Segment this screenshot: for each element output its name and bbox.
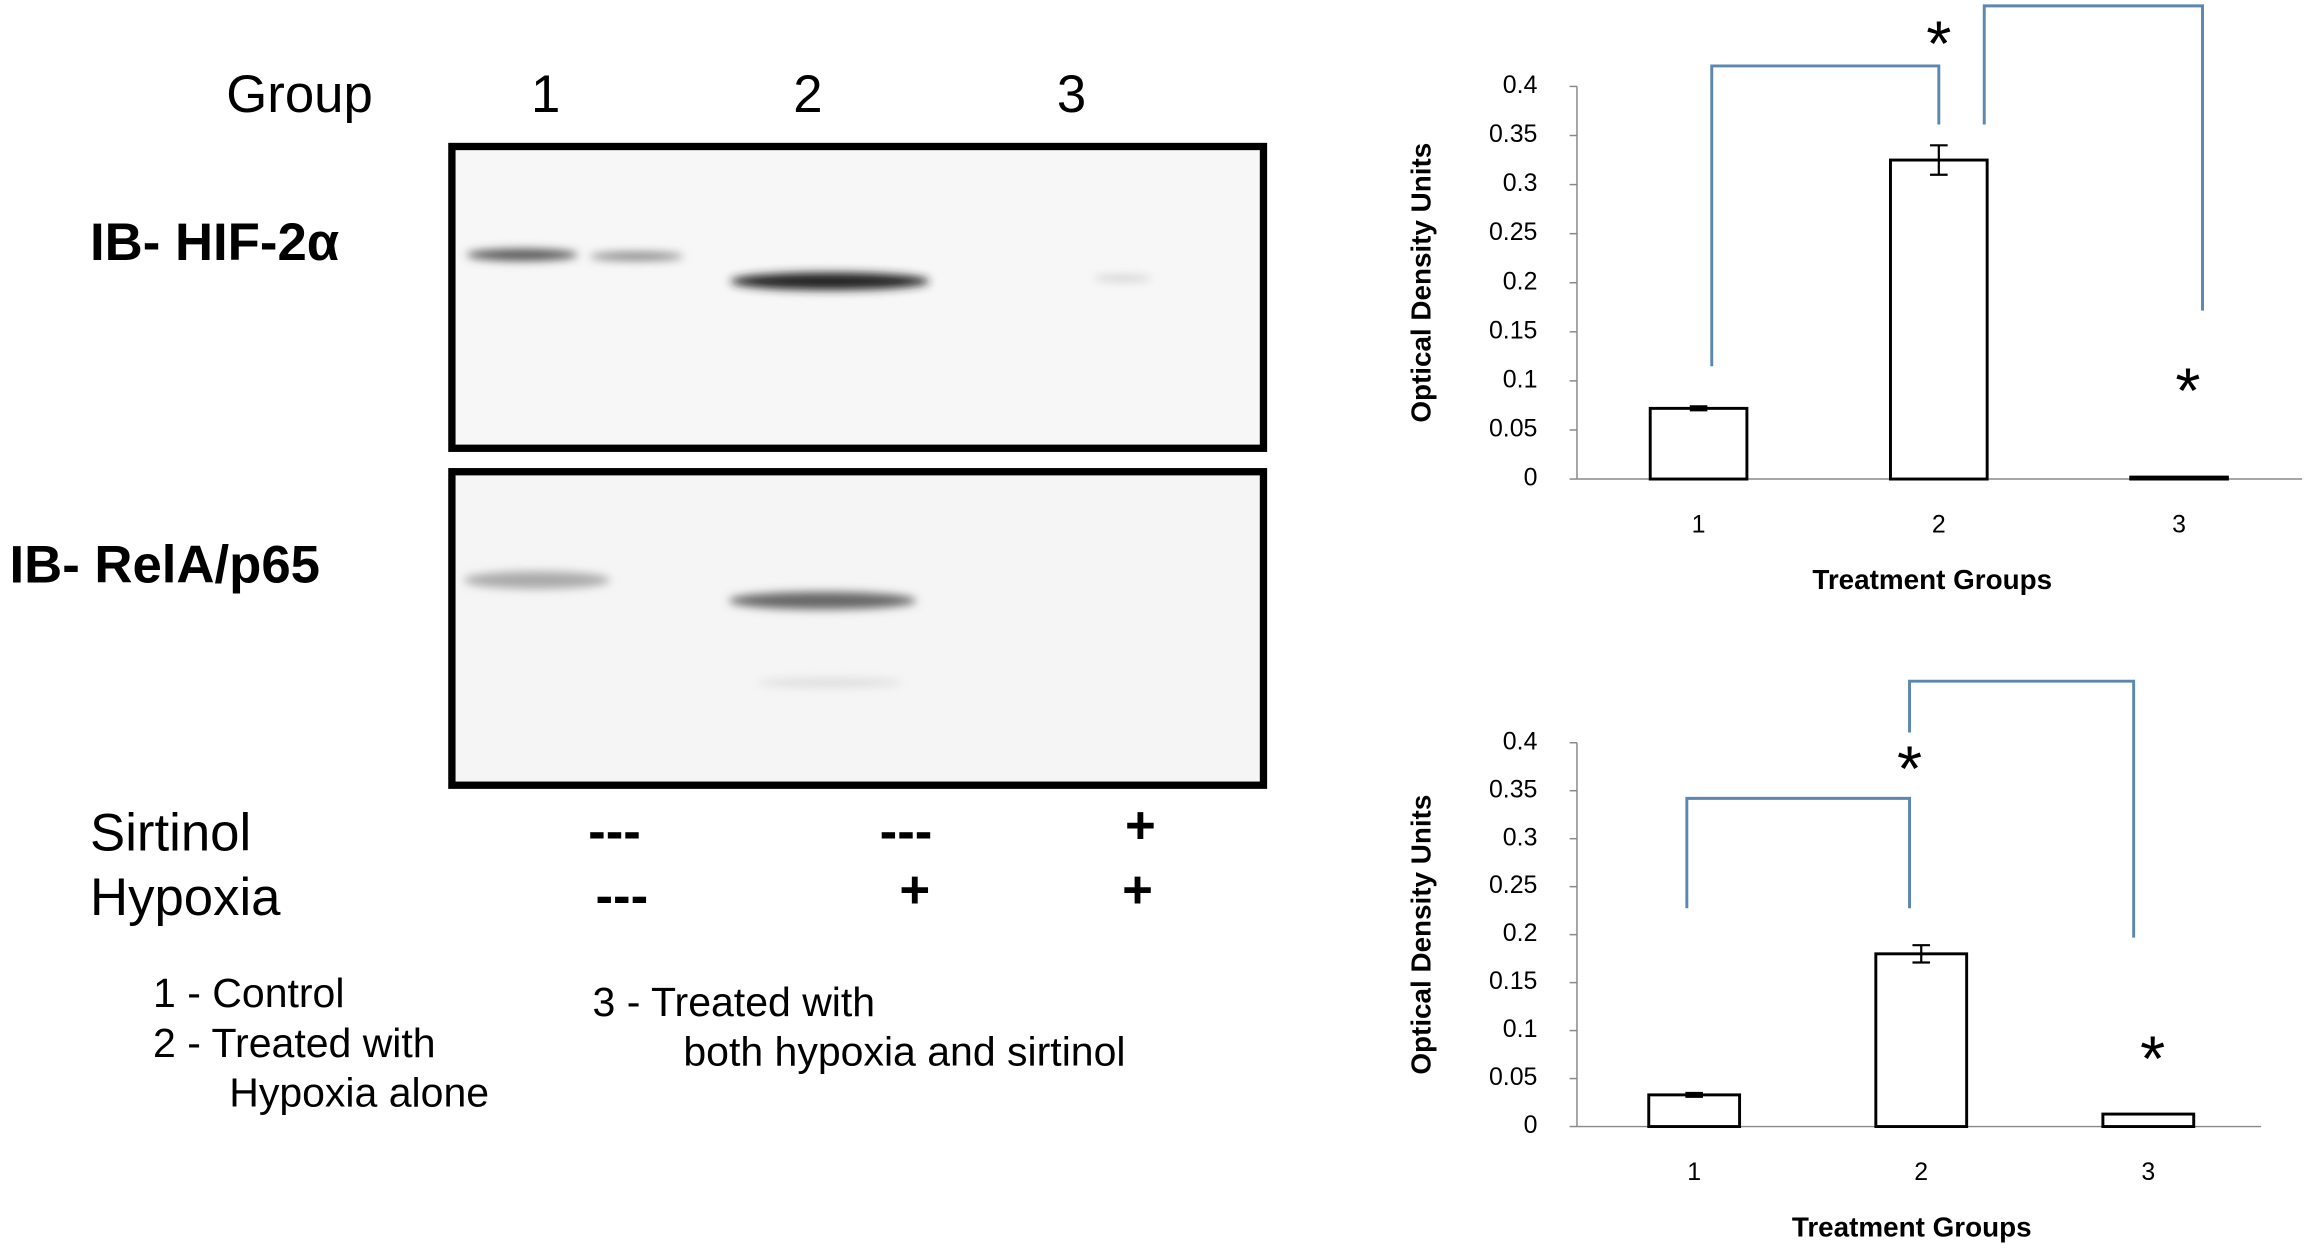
blot-panel — [448, 142, 1268, 452]
y-tick-label: 0.15 — [1489, 967, 1537, 995]
significance-star: * — [2140, 1023, 2165, 1095]
treatment-mark: + — [1125, 796, 1156, 855]
x-tick-label: 1 — [1692, 510, 1706, 538]
y-tick-label: 0.1 — [1503, 1015, 1538, 1043]
y-tick-label: 0.3 — [1503, 823, 1538, 851]
legend-text: both hypoxia and sirtinol — [683, 1029, 1125, 1075]
group-number: 2 — [793, 65, 822, 124]
y-tick-label: 0.1 — [1503, 365, 1538, 393]
y-tick-label: 0.4 — [1503, 71, 1538, 99]
error-bar — [1930, 144, 1948, 176]
y-tick-label: 0.35 — [1489, 120, 1537, 148]
group-label: Group — [226, 65, 373, 124]
group-number: 3 — [1057, 65, 1086, 124]
y-tick-label: 0 — [1524, 464, 1538, 492]
x-tick-label: 3 — [2172, 510, 2186, 538]
y-tick-label: 0.35 — [1489, 775, 1537, 803]
row-label: IB- RelA/p65 — [9, 535, 320, 594]
y-tick-label: 0.25 — [1489, 871, 1537, 899]
treatment-mark: + — [899, 861, 930, 920]
y-tick-label: 0.2 — [1503, 919, 1538, 947]
bar — [2101, 1112, 2196, 1129]
row-label: IB- HIF-2α — [90, 213, 339, 272]
y-tick-label: 0.3 — [1503, 169, 1538, 197]
x-tick-label: 2 — [1932, 510, 1946, 538]
error-bar — [1912, 944, 1931, 964]
x-tick-label: 1 — [1687, 1158, 1701, 1186]
y-tick-label: 0.15 — [1489, 316, 1537, 344]
y-axis-label: Optical Density Units — [1406, 795, 1437, 1075]
treatment-mark: --- — [880, 802, 933, 861]
significance-star: * — [2175, 355, 2200, 427]
y-axis-label: Optical Density Units — [1406, 143, 1437, 423]
x-tick-label: 3 — [2141, 1158, 2155, 1186]
significance-star: * — [1897, 733, 1922, 805]
legend-text: 1 - Control — [153, 970, 344, 1016]
y-tick-label: 0.05 — [1489, 1063, 1537, 1091]
treatment-mark: --- — [595, 866, 648, 925]
significance-bracket — [1685, 4, 2204, 938]
error-bar — [1689, 405, 1708, 412]
y-tick-label: 0.25 — [1489, 218, 1537, 246]
error-bar — [1685, 1091, 1703, 1098]
x-axis-label: Treatment Groups — [1812, 564, 2052, 595]
y-tick-label: 0.05 — [1489, 415, 1537, 443]
significance-star: * — [1926, 7, 1951, 79]
y-tick-label: 0.4 — [1503, 727, 1538, 755]
treatment-mark: + — [1122, 861, 1153, 920]
treatment-mark: --- — [588, 802, 641, 861]
legend-text: 2 - Treated with — [153, 1020, 436, 1066]
group-number: 1 — [531, 65, 560, 124]
y-tick-label: 0.2 — [1503, 267, 1538, 295]
legend-text: 3 - Treated with — [593, 979, 876, 1025]
legend-text: Hypoxia alone — [229, 1070, 489, 1116]
blot-panel — [448, 468, 1268, 789]
bar — [1874, 952, 1969, 1129]
bar — [1889, 158, 1989, 481]
treatment-name: Sirtinol — [90, 803, 251, 862]
blot-bands — [463, 249, 1153, 688]
bar — [1647, 1093, 1742, 1129]
x-axis-label: Treatment Groups — [1792, 1211, 2032, 1242]
x-tick-label: 2 — [1914, 1158, 1928, 1186]
y-tick-label: 0 — [1524, 1111, 1538, 1139]
bar — [1648, 406, 1749, 481]
treatment-name: Hypoxia — [90, 868, 281, 927]
